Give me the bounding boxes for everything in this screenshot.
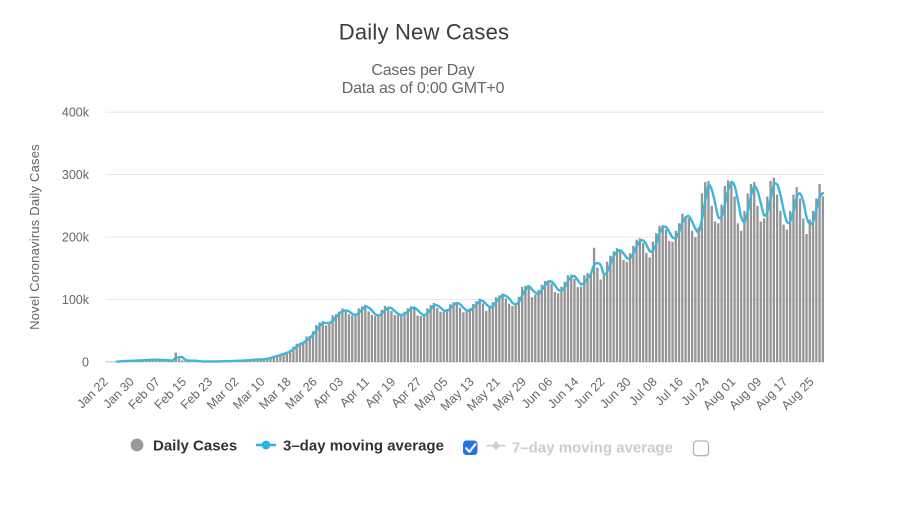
svg-text:7–day moving average: 7–day moving average <box>512 440 673 457</box>
svg-text:Daily Cases: Daily Cases <box>153 438 237 455</box>
svg-text:300k: 300k <box>62 168 90 182</box>
svg-text:100k: 100k <box>62 293 90 307</box>
svg-text:Novel Coronavirus Daily Cases: Novel Coronavirus Daily Cases <box>27 144 42 330</box>
svg-text:0: 0 <box>82 356 89 370</box>
svg-text:Daily New Cases: Daily New Cases <box>339 20 510 45</box>
svg-text:400k: 400k <box>62 106 90 120</box>
svg-text:3–day moving average: 3–day moving average <box>283 438 444 455</box>
svg-text:Cases per Day: Cases per Day <box>371 62 474 79</box>
svg-text:200k: 200k <box>62 231 90 245</box>
svg-text:Data as of 0:00 GMT+0: Data as of 0:00 GMT+0 <box>342 80 505 97</box>
